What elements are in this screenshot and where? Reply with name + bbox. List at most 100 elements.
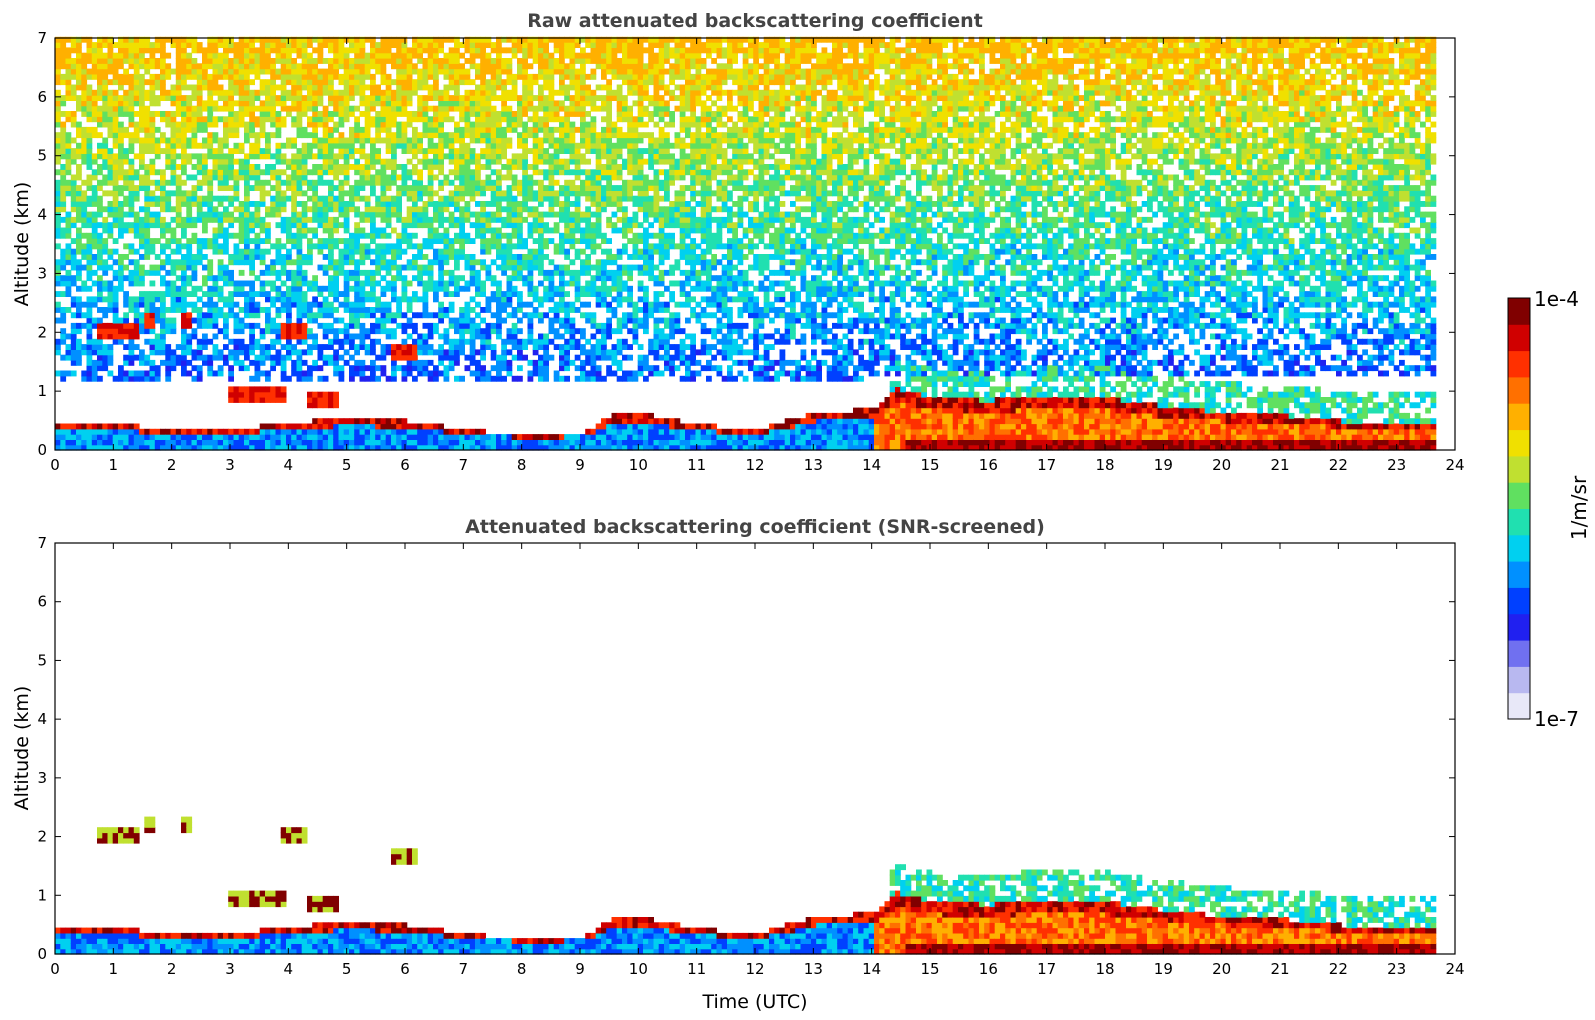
heatmap-cell (212, 333, 219, 340)
heatmap-cell (196, 206, 203, 213)
heatmap-cell (128, 63, 135, 70)
heatmap-cell (238, 73, 245, 80)
heatmap-cell (328, 232, 334, 239)
heatmap-cell (181, 169, 187, 176)
heatmap-cell (275, 428, 282, 435)
heatmap-cell (469, 444, 476, 451)
heatmap-cell (343, 206, 350, 213)
heatmap-cell (338, 222, 345, 229)
heatmap-cell (102, 68, 109, 75)
heatmap-cell (543, 312, 549, 319)
heatmap-cell (343, 259, 350, 266)
heatmap-cell (217, 185, 224, 191)
heatmap-cell (191, 195, 198, 202)
heatmap-cell (160, 333, 166, 340)
heatmap-cell (149, 169, 156, 176)
heatmap-cell (133, 73, 140, 80)
heatmap-cell (417, 439, 423, 446)
heatmap-cell (60, 148, 67, 154)
heatmap-cell (60, 232, 67, 239)
heatmap-cell (370, 89, 376, 96)
heatmap-cell (228, 47, 234, 54)
heatmap-cell (70, 121, 77, 128)
heatmap-cell (501, 434, 507, 440)
heatmap-cell (202, 280, 208, 287)
heatmap-cell (181, 73, 187, 80)
heatmap-cell (427, 63, 434, 70)
heatmap-cell (364, 63, 371, 70)
heatmap-cell (280, 95, 287, 101)
heatmap-cell (244, 179, 250, 186)
heatmap-cell (427, 243, 434, 250)
heatmap-cell (322, 254, 329, 260)
heatmap-cell (301, 322, 308, 329)
heatmap-cell (238, 42, 245, 48)
heatmap-cell (76, 132, 82, 139)
heatmap-cell (249, 169, 255, 176)
heatmap-cell (380, 179, 387, 186)
heatmap-cell (165, 317, 172, 324)
heatmap-cell (364, 169, 371, 176)
heatmap-cell (307, 370, 313, 377)
heatmap-cell (433, 206, 439, 213)
heatmap-cell (475, 301, 481, 308)
heatmap-cell (391, 142, 397, 149)
heatmap-cell (433, 370, 439, 377)
heatmap-cell (543, 185, 549, 191)
heatmap-cell (459, 216, 465, 223)
heatmap-cell (212, 370, 219, 377)
heatmap-cell (464, 338, 471, 345)
heatmap-cell (438, 95, 444, 101)
heatmap-cell (196, 201, 203, 207)
heatmap-cell (406, 47, 413, 54)
heatmap-cell (102, 142, 109, 149)
heatmap-cell (385, 121, 392, 128)
heatmap-cell (233, 434, 240, 440)
heatmap-cell (354, 296, 360, 303)
heatmap-cell (417, 158, 423, 165)
heatmap-cell (511, 126, 518, 133)
heatmap-cell (160, 338, 166, 345)
heatmap-cell (501, 84, 507, 91)
heatmap-cell (438, 317, 444, 324)
heatmap-cell (317, 47, 324, 54)
heatmap-cell (139, 95, 145, 101)
heatmap-cell (543, 291, 549, 297)
heatmap-cell (144, 132, 151, 139)
heatmap-cell (296, 227, 303, 234)
heatmap-cell (212, 158, 219, 165)
heatmap-cell (160, 111, 166, 117)
heatmap-cell (286, 89, 292, 96)
heatmap-cell (312, 275, 318, 282)
heatmap-cell (490, 344, 497, 350)
heatmap-cell (60, 375, 67, 382)
heatmap-cell (307, 84, 313, 91)
heatmap-cell (207, 185, 214, 191)
heatmap-cell (443, 354, 450, 361)
heatmap-cell (112, 164, 119, 170)
heatmap-cell (154, 365, 161, 372)
heatmap-cell (527, 126, 534, 133)
heatmap-cell (349, 190, 355, 197)
heatmap-cell (244, 169, 250, 176)
heatmap-cell (286, 275, 292, 282)
heatmap-cell (86, 333, 93, 340)
heatmap-cell (160, 36, 166, 43)
heatmap-cell (144, 434, 151, 440)
heatmap-cell (448, 100, 455, 107)
heatmap-cell (475, 126, 481, 133)
heatmap-cell (223, 428, 229, 435)
heatmap-cell (506, 333, 513, 340)
heatmap-cell (233, 116, 240, 123)
heatmap-cell (543, 375, 549, 382)
heatmap-cell (375, 439, 381, 446)
heatmap-cell (91, 153, 98, 160)
heatmap-cell (538, 126, 544, 133)
heatmap-cell (270, 58, 276, 64)
heatmap-cell (370, 137, 376, 144)
heatmap-cell (270, 301, 276, 308)
heatmap-cell (233, 301, 240, 308)
heatmap-cell (233, 317, 240, 324)
heatmap-cell (170, 158, 177, 165)
heatmap-cell (202, 317, 208, 324)
